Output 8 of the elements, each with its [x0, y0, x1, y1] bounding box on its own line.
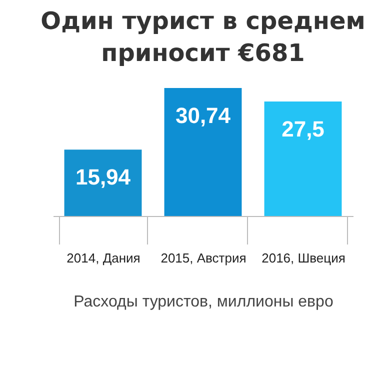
data-label: 30,74	[175, 103, 232, 128]
x-axis-title: Расходы туристов, миллионы евро	[74, 294, 334, 310]
data-label: 15,94	[75, 164, 132, 190]
data-label: 27,5	[282, 116, 324, 142]
chart-title: Один турист в среднем приносит €681	[40, 7, 366, 67]
x-tick-label: 2015, Австрия	[160, 250, 246, 266]
x-tick-label: 2014, Дания	[66, 250, 140, 266]
x-tick-label: 2016, Швеция	[262, 250, 346, 266]
